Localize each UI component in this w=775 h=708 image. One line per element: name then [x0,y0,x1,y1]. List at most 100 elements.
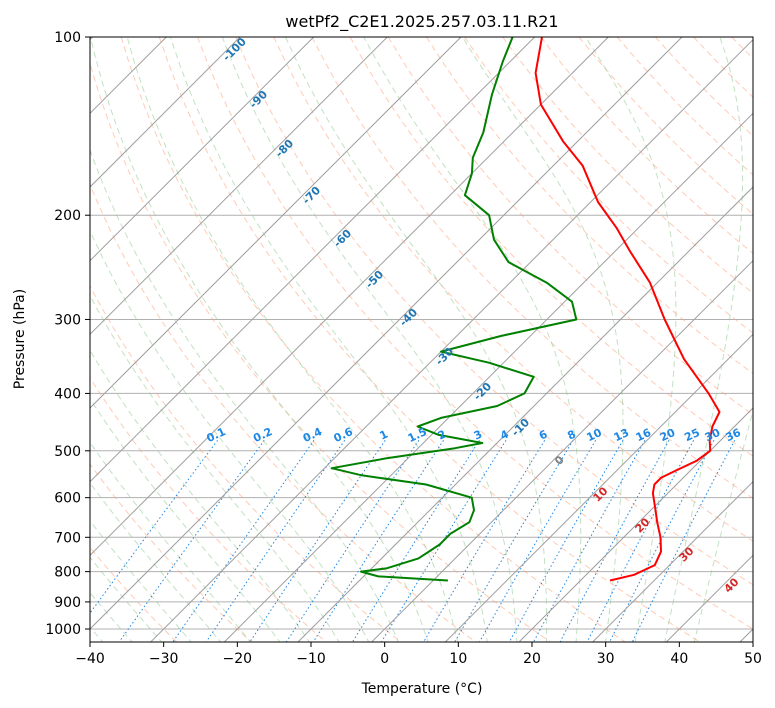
x-tick-label: 30 [597,651,615,667]
x-axis-label: Temperature (°C) [361,681,483,697]
mixing-ratio-line [532,440,646,642]
mixing-ratio-label: 1 [377,428,389,443]
dry-adiabat [158,37,701,642]
mixing-ratio-lines [90,439,736,642]
mixing-ratio-line [285,440,420,642]
y-tick-label: 200 [54,208,81,224]
x-tick-label: 0 [380,651,389,667]
isotherm-label: -60 [331,227,354,250]
isotherm-line [90,37,609,557]
x-tick-label: −40 [75,651,105,667]
mixing-ratio-label: 13 [612,426,631,444]
mixing-ratio-line [249,440,386,642]
dewpoint-profile [330,37,578,582]
isotherm-line [90,37,536,483]
dry-adiabat [693,37,753,98]
dry-adiabat [90,463,253,642]
mixing-ratio-label: 20 [658,426,678,444]
isotherm-line [591,480,753,642]
moist-adiabat [90,482,222,642]
chart-title: wetPf2_C2E1.2025.257.03.11.R21 [285,12,558,32]
dry-adiabat [770,37,775,644]
mixing-ratio-label: 6 [537,427,550,442]
y-tick-label: 100 [54,30,81,46]
mixing-ratio-label: 36 [724,426,744,444]
moist-adiabat [90,37,429,642]
mixing-ratio-label: 8 [565,428,577,443]
dry-adiabat [90,376,328,642]
isotherm-label: -100 [220,35,249,64]
moist-adiabat [585,37,677,642]
plot-frame [89,36,754,643]
dry-adiabat [90,183,477,642]
dry-adiabat [273,37,753,542]
pressure-gridlines [90,37,753,630]
mixing-ratio-line [312,440,444,642]
mixing-ratio-line [609,440,715,642]
y-tick-label: 700 [54,530,81,546]
x-tick-label: −30 [149,651,179,667]
moist-adiabat [285,37,548,642]
dry-adiabat [90,546,178,642]
x-tick-label: −20 [223,651,253,667]
isotherm-line [90,37,315,262]
mixing-ratio-line [205,440,346,642]
dry-adiabats [90,37,775,644]
dry-adiabat [90,61,552,642]
moist-adiabat [90,294,340,642]
sounding-profiles [330,37,721,582]
isotherm-label: 40 [722,575,742,595]
isotherm-label: 10 [591,484,611,504]
dry-adiabat [120,37,627,642]
mixing-ratio-line [423,440,546,642]
moist-adiabat [90,229,370,642]
y-axis-ticks: 100 200 300 400 500 600 700 800 900 1000 [45,30,90,638]
isotherm-line [149,38,753,642]
isotherm-line [90,37,388,336]
moist-adiabat [90,556,163,642]
moist-adiabat [90,349,310,642]
x-tick-label: 40 [670,651,688,667]
dry-adiabat [235,37,753,586]
moist-adiabat [664,37,744,642]
mixing-ratio-label: 16 [634,426,654,444]
isotherm-label: -10 [509,416,532,439]
moist-adiabat [90,148,399,642]
temperature-profile [534,37,721,582]
y-tick-label: 800 [54,565,81,581]
mixing-ratio-label: 3 [472,428,484,443]
mixing-ratio-line [631,440,736,642]
isotherm-line [444,333,753,642]
x-tick-label: 50 [744,651,762,667]
x-tick-label: −10 [296,651,326,667]
dry-adiabat [502,37,753,294]
moist-adiabat [461,37,624,642]
mixing-ratio-label: 2 [436,428,448,443]
isotherm-line [90,37,683,630]
plot-area: -100-90-80-70-60-50-40-30-20-10010203040… [90,35,775,644]
x-tick-label: 10 [449,651,467,667]
isotherm-line [297,186,753,642]
y-tick-label: 400 [54,386,81,402]
mixing-ratio-label: 0.4 [301,425,324,445]
y-tick-label: 500 [54,444,81,460]
isotherm-label: -80 [273,137,296,160]
isotherm-label: 20 [633,515,653,535]
isotherm-label: -90 [247,88,270,111]
isotherm-line [90,37,241,188]
moist-adiabat [90,520,192,642]
x-axis-ticks: −40 −30 −20 −10 0 10 20 30 40 50 [75,642,762,667]
moist-adiabat [693,408,753,642]
mixing-ratio-label: 10 [585,426,605,444]
mixing-ratio-label: 1.5 [406,425,429,445]
mixing-ratio-line [351,440,480,642]
isotherm-line [90,37,462,409]
isotherm-line [223,112,753,642]
mixing-ratio-line [118,440,265,642]
dry-adiabat [349,37,753,457]
dry-adiabat [616,37,753,176]
mixing-ratio-label: 30 [703,426,723,444]
mixing-ratio-label: 0.1 [205,425,228,445]
mixing-ratio-line [454,440,574,642]
